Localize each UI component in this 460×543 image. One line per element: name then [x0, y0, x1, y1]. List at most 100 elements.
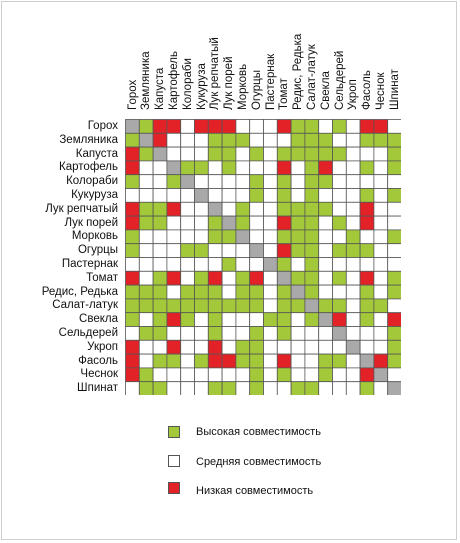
- grid-cell: [235, 119, 251, 134]
- grid-cell: [345, 381, 361, 395]
- grid-cell: [180, 298, 195, 314]
- grid-cell: [304, 146, 320, 162]
- grid-cell: [152, 132, 168, 148]
- grid-cell: [332, 353, 347, 369]
- grid-cell: [276, 257, 292, 272]
- grid-cell: [166, 229, 182, 245]
- grid-cell: [249, 174, 264, 189]
- grid-cell: [290, 312, 306, 327]
- grid-cell: [207, 339, 223, 355]
- grid-cell: [249, 367, 264, 383]
- grid-cell: [249, 215, 264, 231]
- grid-cell: [373, 257, 389, 272]
- legend-mid-swatch: [168, 455, 180, 467]
- grid-cell: [125, 381, 140, 395]
- column-label: Огурцы: [250, 69, 263, 110]
- grid-cell: [207, 381, 223, 395]
- grid-cell: [332, 381, 347, 395]
- grid-cell: [207, 188, 223, 203]
- grid-cell: [318, 243, 333, 258]
- grid-cell: [235, 201, 251, 217]
- grid-cell: [318, 284, 333, 300]
- grid-cell: [373, 160, 389, 176]
- grid-cell: [276, 174, 292, 189]
- grid-cell: [263, 298, 278, 314]
- row-label: Томат: [86, 271, 118, 284]
- grid-cell: [345, 146, 361, 162]
- grid-cell: [304, 298, 320, 314]
- grid-cell: [263, 215, 278, 231]
- row-label: Салат-латук: [52, 299, 118, 312]
- grid-cell: [249, 229, 264, 245]
- column-label: Редис, Редька: [292, 33, 305, 110]
- grid-cell: [290, 132, 306, 148]
- grid-cell: [166, 257, 182, 272]
- grid-cell: [290, 298, 306, 314]
- grid-cell: [345, 353, 361, 369]
- grid-cell: [387, 339, 401, 355]
- grid-cell: [345, 174, 361, 189]
- grid-cell: [373, 284, 389, 300]
- grid-cell: [345, 229, 361, 245]
- grid-cell: [125, 326, 140, 341]
- column-label: Укроп: [347, 79, 360, 110]
- grid-cell: [290, 381, 306, 395]
- grid-cell: [138, 188, 154, 203]
- grid-cell: [138, 243, 154, 258]
- grid-cell: [180, 381, 195, 395]
- grid-cell: [318, 215, 333, 231]
- grid-cell: [373, 132, 389, 148]
- grid-cell: [207, 284, 223, 300]
- grid-cell: [263, 132, 278, 148]
- grid-cell: [138, 270, 154, 286]
- grid-cell: [332, 326, 347, 341]
- grid-cell: [387, 188, 401, 203]
- grid-cell: [166, 339, 182, 355]
- grid-cell: [290, 270, 306, 286]
- grid-cell: [180, 146, 195, 162]
- grid-cell: [221, 367, 237, 383]
- grid-cell: [345, 132, 361, 148]
- grid-cell: [125, 119, 140, 134]
- grid-cell: [194, 174, 209, 189]
- grid-cell: [166, 146, 182, 162]
- grid-cell: [332, 312, 347, 327]
- grid-cell: [373, 215, 389, 231]
- row-label: Капуста: [75, 147, 118, 160]
- grid-cell: [318, 119, 333, 134]
- grid-cell: [221, 215, 237, 231]
- grid-cell: [332, 201, 347, 217]
- grid-cell: [235, 381, 251, 395]
- grid-cell: [138, 326, 154, 341]
- grid-cell: [166, 243, 182, 258]
- grid-cell: [304, 257, 320, 272]
- grid-cell: [290, 326, 306, 341]
- grid-cell: [318, 381, 333, 395]
- grid-cell: [263, 174, 278, 189]
- grid-cell: [125, 229, 140, 245]
- grid-cell: [359, 326, 375, 341]
- grid-cell: [166, 215, 182, 231]
- grid-cell: [180, 353, 195, 369]
- grid-cell: [387, 146, 401, 162]
- grid-cell: [359, 353, 375, 369]
- grid-cell: [332, 284, 347, 300]
- grid-cell: [304, 270, 320, 286]
- grid-cell: [194, 270, 209, 286]
- grid-cell: [263, 270, 278, 286]
- grid-cell: [276, 312, 292, 327]
- grid-cell: [207, 353, 223, 369]
- grid-cell: [125, 353, 140, 369]
- grid-cell: [276, 119, 292, 134]
- grid-cell: [263, 326, 278, 341]
- grid-cell: [152, 146, 168, 162]
- grid-cell: [318, 188, 333, 203]
- grid-cell: [249, 353, 264, 369]
- grid-cell: [332, 229, 347, 245]
- grid-cell: [332, 339, 347, 355]
- grid-cell: [221, 119, 237, 134]
- grid-cell: [290, 257, 306, 272]
- grid-cell: [263, 381, 278, 395]
- grid-cell: [276, 146, 292, 162]
